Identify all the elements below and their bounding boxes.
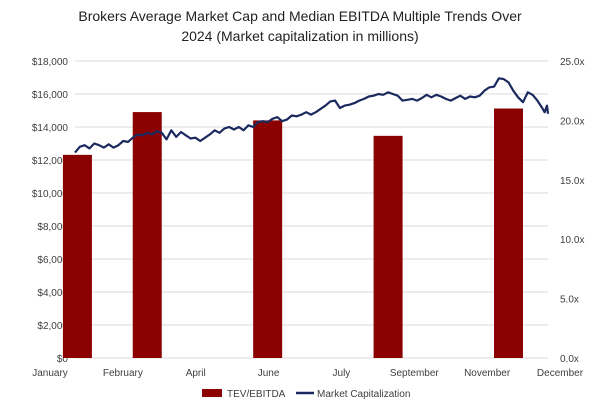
legend-label-tev-ebitda: TEV/EBITDA bbox=[227, 389, 286, 400]
y-right-tick-label: 25.0x bbox=[560, 57, 584, 68]
y-left-tick-label: $2,000 bbox=[37, 321, 68, 332]
x-tick-label: July bbox=[333, 368, 351, 379]
bar-tev-ebitda bbox=[373, 135, 403, 358]
x-tick-label: November bbox=[464, 368, 511, 379]
y-left-tick-label: $16,000 bbox=[32, 90, 69, 101]
chart-title-line-1: Brokers Average Market Cap and Median EB… bbox=[78, 8, 522, 24]
y-left-tick-label: $0 bbox=[57, 354, 69, 365]
y-right-tick-label: 0.0x bbox=[560, 354, 579, 365]
y-right-tick-label: 5.0x bbox=[560, 295, 579, 306]
y-right-tick-label: 15.0x bbox=[560, 176, 584, 187]
x-tick-label: September bbox=[390, 368, 440, 379]
y-left-tick-label: $6,000 bbox=[37, 255, 68, 266]
line-market-capitalization bbox=[74, 77, 550, 154]
y-left-tick-label: $8,000 bbox=[37, 222, 68, 233]
bar-tev-ebitda bbox=[62, 154, 92, 358]
y-left-tick-label: $10,000 bbox=[32, 189, 69, 200]
y-left-tick-label: $12,000 bbox=[32, 156, 69, 167]
x-tick-label: June bbox=[258, 368, 280, 379]
legend-swatch-tev-ebitda bbox=[202, 389, 222, 397]
y-left-tick-label: $14,000 bbox=[32, 123, 69, 134]
legend-label-market-capitalization: Market Capitalization bbox=[317, 389, 410, 400]
x-tick-label: April bbox=[186, 368, 206, 379]
x-tick-label: January bbox=[32, 368, 68, 379]
bar-tev-ebitda bbox=[132, 112, 162, 358]
x-tick-label: February bbox=[103, 368, 143, 379]
chart-title-line-2: 2024 (Market capitalization in millions) bbox=[181, 28, 419, 44]
y-right-tick-label: 10.0x bbox=[560, 235, 584, 246]
bar-tev-ebitda bbox=[253, 120, 283, 359]
y-right-tick-label: 20.0x bbox=[560, 116, 584, 127]
x-tick-label: December bbox=[537, 368, 584, 379]
y-left-tick-label: $18,000 bbox=[32, 57, 69, 68]
bar-tev-ebitda bbox=[494, 108, 524, 359]
y-left-tick-label: $4,000 bbox=[37, 288, 68, 299]
